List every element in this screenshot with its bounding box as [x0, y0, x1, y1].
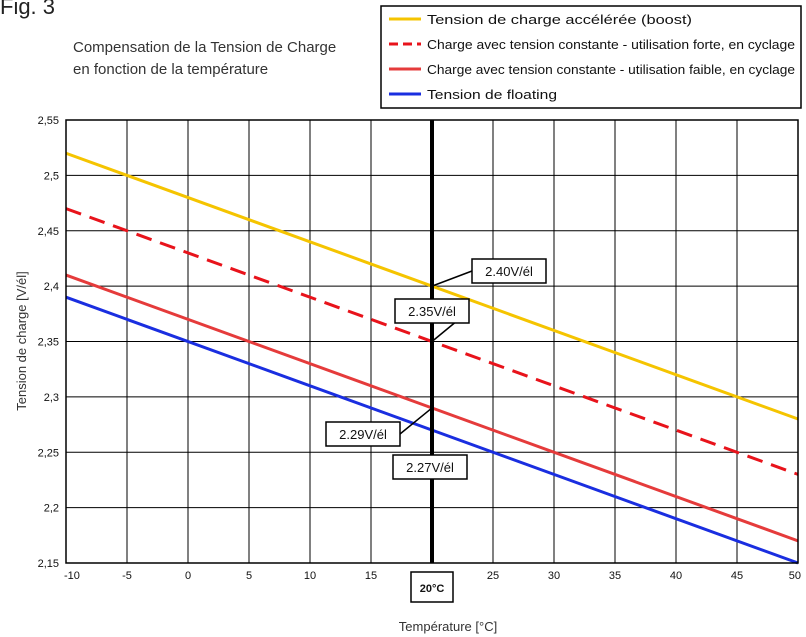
annotations-group: 2.40V/él 2.35V/él 2.29V/él 2.27V/él — [325, 258, 547, 480]
legend-label-1: Tension de charge accélérée (boost) — [427, 12, 692, 27]
legend-label-3: Charge avec tension constante - utilisat… — [427, 62, 795, 77]
reference-marker-box — [410, 571, 454, 603]
x-tick-label: -10 — [64, 570, 80, 582]
annotation-label: 2.35V/él — [408, 304, 456, 319]
reference-marker-label: 20°C — [420, 583, 445, 595]
y-tick-label: 2,3 — [44, 392, 59, 404]
y-tick-label: 2,35 — [38, 337, 59, 349]
x-tick-label: 40 — [670, 570, 682, 582]
x-tick-label: 25 — [487, 570, 499, 582]
plot-frame — [65, 119, 799, 564]
x-tick-label: 15 — [365, 570, 377, 582]
legend-frame — [380, 5, 802, 109]
x-tick-label: 30 — [548, 570, 560, 582]
y-tick-label: 2,45 — [38, 226, 59, 238]
y-tick-label: 2,2 — [44, 503, 59, 515]
annotation-label: 2.40V/él — [485, 264, 533, 279]
chart-subtitle-line-1: Compensation de la Tension de Charge — [73, 39, 336, 56]
legend: Tension de charge accélérée (boost) Charg… — [380, 5, 802, 109]
x-tick-label: 35 — [609, 570, 621, 582]
annotation-box — [394, 298, 470, 324]
x-tick-label: 10 — [304, 570, 316, 582]
x-tick-label: -5 — [122, 570, 132, 582]
x-tick-label: 45 — [731, 570, 743, 582]
x-tick-labels: -10 -5 0 5 10 15 25 30 35 40 45 50 — [64, 570, 801, 582]
figure-label: Fig. 3 — [0, 0, 55, 19]
y-tick-label: 2,4 — [44, 281, 59, 293]
y-tick-label: 2,25 — [38, 447, 59, 459]
annotation-box — [471, 258, 547, 284]
y-tick-label: 2,15 — [38, 558, 59, 570]
annotation-leader — [399, 407, 433, 435]
annotation-label: 2.27V/él — [406, 460, 454, 475]
reference-line-group: 20°C — [410, 120, 454, 603]
annotation-box — [325, 421, 401, 447]
y-axis-label: Tension de charge [V/él] — [14, 271, 29, 410]
chart-subtitle-line-2: en fonction de la température — [73, 61, 268, 78]
y-tick-label: 2,5 — [44, 170, 59, 182]
x-tick-label: 0 — [185, 570, 191, 582]
x-axis-label: Température [°C] — [399, 619, 497, 634]
annotation-leader — [431, 270, 473, 287]
x-tick-label: 5 — [246, 570, 252, 582]
y-tick-label: 2,55 — [38, 115, 59, 127]
y-tick-labels: 2,55 2,5 2,45 2,4 2,35 2,3 2,25 2,2 2,15 — [38, 115, 59, 570]
legend-label-4: Tension de floating — [427, 87, 557, 102]
x-tick-label: 50 — [789, 570, 801, 582]
legend-label-2: Charge avec tension constante - utilisat… — [427, 37, 795, 52]
annotation-label: 2.29V/él — [339, 427, 387, 442]
annotation-box — [392, 454, 468, 480]
